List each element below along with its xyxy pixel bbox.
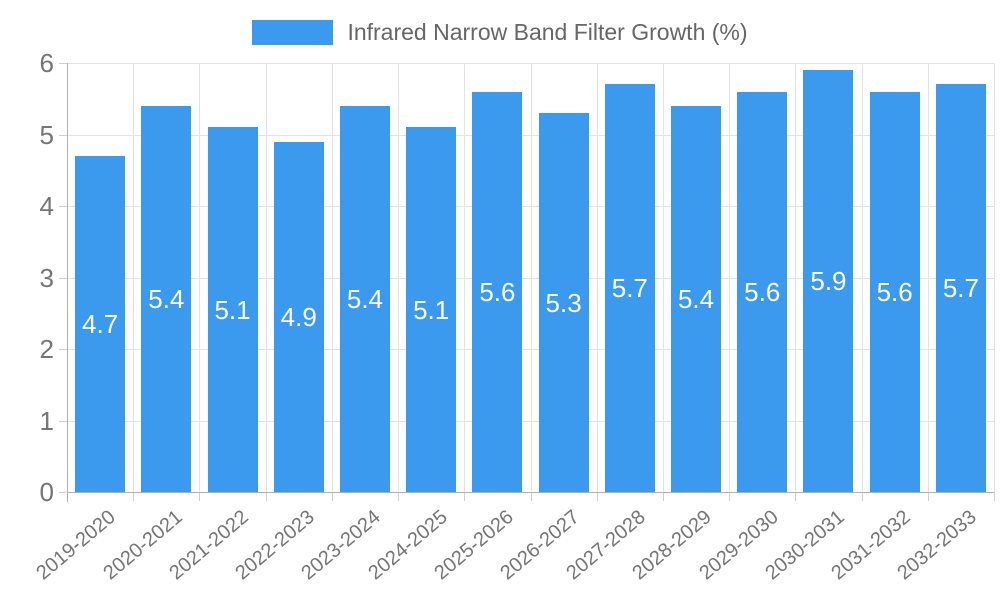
- x-tick-mark: [133, 492, 135, 501]
- x-tick-mark: [265, 492, 267, 501]
- x-gridline: [331, 63, 333, 492]
- bar[interactable]: [472, 91, 523, 492]
- bar[interactable]: [803, 70, 854, 492]
- bar-value-label: 5.6: [876, 276, 913, 307]
- legend[interactable]: Infrared Narrow Band Filter Growth (%): [0, 19, 1000, 46]
- bar[interactable]: [207, 127, 258, 492]
- x-gridline: [596, 63, 598, 492]
- bar-value-label: 5.4: [677, 283, 715, 314]
- x-tick-mark: [596, 492, 598, 501]
- x-gridline: [199, 63, 201, 492]
- y-tick-label: 1: [39, 405, 54, 436]
- y-tick-mark: [59, 277, 67, 279]
- x-gridline: [662, 63, 664, 492]
- y-tick-mark: [59, 349, 67, 350]
- bar-value-label: 5.1: [214, 294, 251, 325]
- legend-label: Infrared Narrow Band Filter Growth (%): [347, 19, 748, 45]
- bar-value-label: 5.3: [545, 287, 582, 318]
- x-tick-mark: [662, 492, 664, 501]
- x-gridline: [464, 63, 466, 492]
- bar[interactable]: [737, 91, 788, 492]
- x-gridline: [265, 63, 267, 492]
- x-tick-mark: [927, 492, 929, 501]
- bar-value-label: 4.9: [280, 301, 317, 332]
- bar[interactable]: [604, 84, 655, 492]
- bar-value-label: 5.6: [479, 276, 516, 307]
- x-gridline: [861, 63, 863, 492]
- bar-value-label: 4.7: [82, 308, 119, 339]
- bar-value-label: 5.7: [942, 273, 979, 304]
- x-tick-mark: [795, 492, 797, 501]
- y-tick-label: 4: [39, 191, 54, 221]
- x-tick-mark: [729, 492, 731, 501]
- x-tick-mark: [464, 492, 466, 501]
- legend-swatch: [252, 20, 334, 45]
- bar[interactable]: [75, 155, 126, 492]
- bar[interactable]: [538, 113, 589, 492]
- x-gridline: [530, 63, 532, 492]
- y-tick-mark: [59, 206, 67, 207]
- x-gridline: [795, 63, 797, 492]
- x-tick-mark: [331, 492, 333, 501]
- x-gridline: [729, 63, 731, 492]
- x-gridline: [133, 63, 135, 492]
- y-tick-mark: [59, 63, 67, 64]
- bar[interactable]: [935, 84, 986, 492]
- bar[interactable]: [339, 105, 390, 492]
- bar[interactable]: [671, 105, 722, 492]
- y-tick-label: 5: [39, 119, 54, 150]
- x-axis-line: [67, 492, 994, 493]
- bar-value-label: 5.7: [611, 273, 648, 304]
- x-gridline: [398, 63, 400, 492]
- bar-value-label: 5.9: [810, 266, 847, 297]
- y-tick-mark: [59, 420, 67, 422]
- y-tick-label: 0: [39, 477, 54, 507]
- y-tick-mark: [59, 492, 67, 493]
- bar[interactable]: [141, 105, 192, 492]
- x-tick-mark: [530, 492, 532, 501]
- bar[interactable]: [869, 91, 920, 492]
- bar-value-label: 5.1: [413, 294, 450, 325]
- x-tick-mark: [199, 492, 201, 501]
- x-gridline: [994, 63, 995, 492]
- bar-value-label: 5.4: [346, 283, 384, 314]
- x-tick-mark: [994, 492, 995, 501]
- bar-value-label: 5.4: [148, 283, 185, 314]
- y-tick-label: 2: [39, 334, 54, 364]
- bar[interactable]: [406, 127, 457, 492]
- x-tick-mark: [861, 492, 863, 501]
- y-axis-line: [67, 63, 68, 502]
- y-tick-label: 3: [39, 262, 54, 293]
- y-tick-label: 6: [39, 48, 54, 78]
- x-tick-mark: [398, 492, 400, 501]
- y-tick-mark: [59, 134, 67, 136]
- bar[interactable]: [273, 141, 324, 492]
- x-gridline: [927, 63, 929, 492]
- bar-value-label: 5.6: [744, 276, 781, 307]
